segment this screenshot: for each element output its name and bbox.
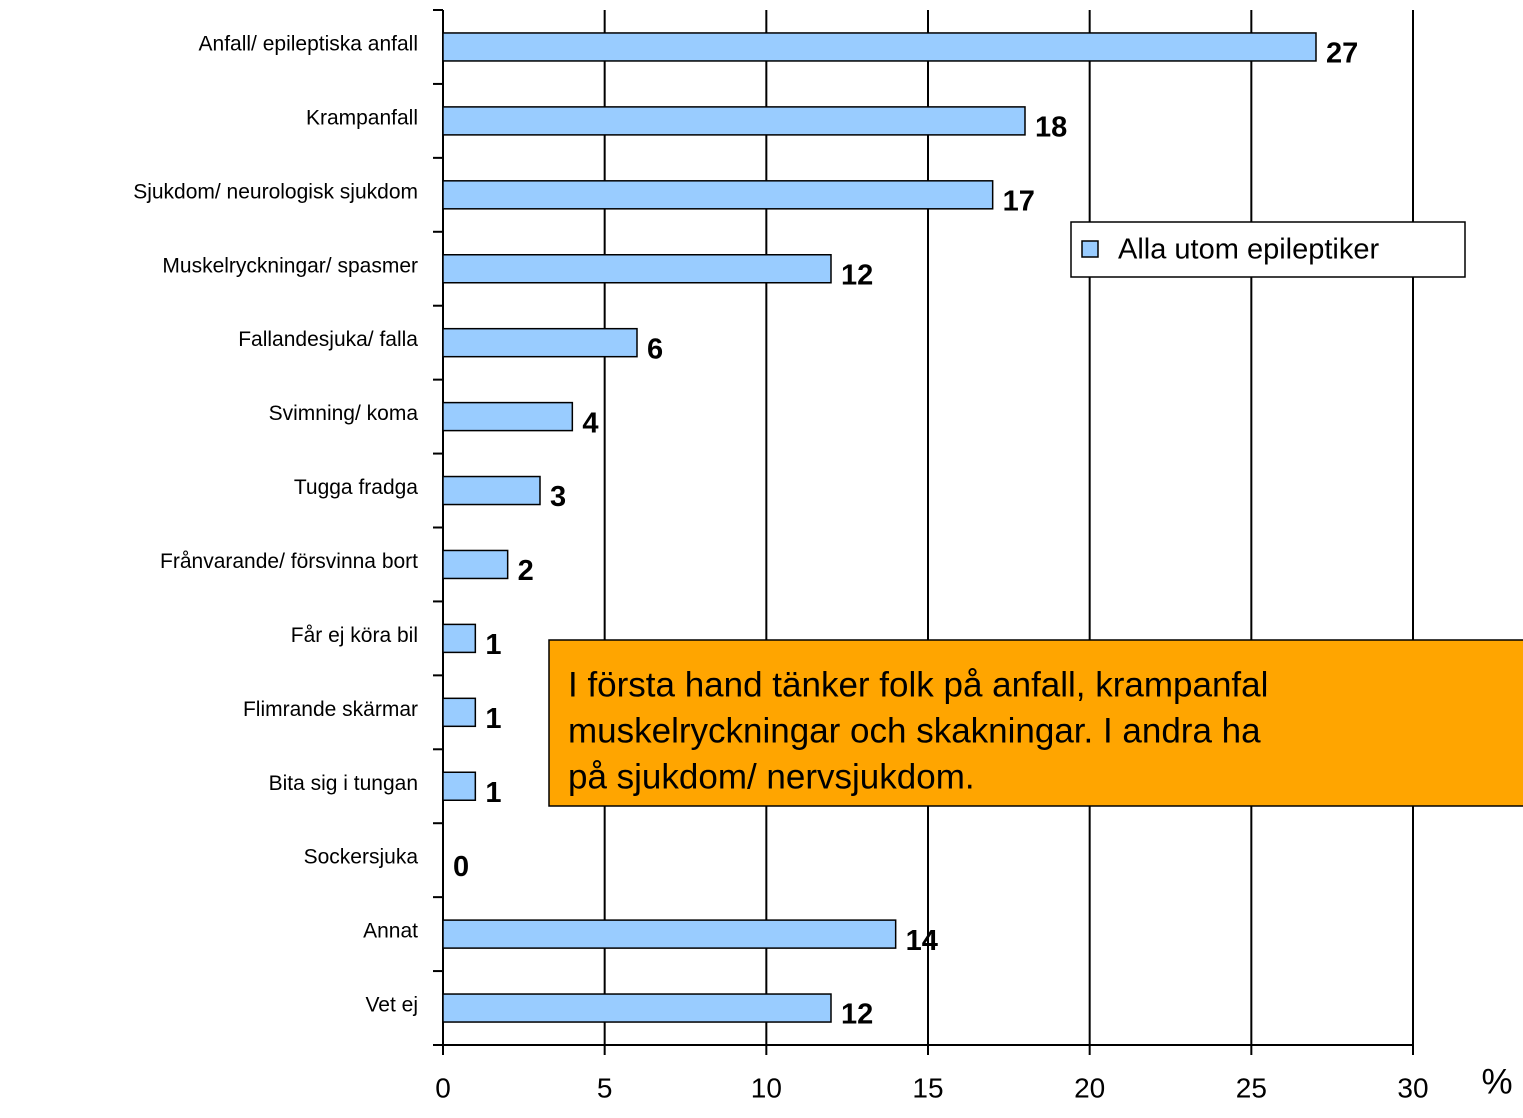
y-tick-label: Får ej köra bil	[291, 624, 418, 647]
x-tick-label: 0	[435, 1072, 451, 1103]
value-label: 1	[485, 703, 501, 735]
y-tick-label: Tugga fradga	[294, 476, 418, 499]
y-tick-label: Krampanfall	[306, 106, 418, 129]
y-tick-label: Muskelryckningar/ spasmer	[162, 254, 418, 277]
y-tick-label: Frånvarande/ försvinna bort	[160, 550, 418, 573]
x-tick-label: 25	[1236, 1072, 1267, 1103]
value-label: 2	[518, 555, 534, 587]
y-tick-label: Sjukdom/ neurologisk sjukdom	[133, 180, 418, 203]
bar	[442, 106, 1026, 136]
annotation-box	[548, 639, 1523, 807]
bar	[442, 180, 994, 210]
value-label: 14	[906, 925, 938, 957]
annotation-text: på sjukdom/ nervsjukdom.	[568, 757, 975, 796]
value-label: 1	[485, 629, 501, 661]
legend-label: Alla utom epileptiker	[1118, 234, 1379, 266]
y-tick-label: Bita sig i tungan	[269, 772, 418, 795]
bar	[442, 771, 477, 801]
x-tick-label: 5	[597, 1072, 613, 1103]
bar	[442, 32, 1317, 62]
y-tick-label: Anfall/ epileptiska anfall	[199, 33, 418, 56]
bar	[442, 254, 832, 284]
value-label: 17	[1003, 185, 1035, 217]
value-label: 12	[841, 259, 873, 291]
x-tick-label: 10	[751, 1072, 782, 1103]
bar	[442, 549, 509, 580]
value-label: 4	[582, 407, 598, 439]
bar	[442, 919, 897, 949]
bar	[442, 401, 574, 432]
value-label: 3	[550, 481, 566, 513]
value-label: 18	[1035, 112, 1067, 144]
value-label: 0	[453, 851, 469, 883]
annotation-text: I första hand tänker folk på anfall, kra…	[568, 665, 1268, 704]
value-label: 1	[485, 777, 501, 809]
y-tick-label: Vet ej	[365, 994, 418, 1017]
x-tick-label: 15	[912, 1072, 943, 1103]
y-tick-label: Flimrande skärmar	[243, 698, 418, 721]
bar	[442, 327, 638, 358]
x-axis-label: %	[1481, 1062, 1512, 1101]
bar	[442, 697, 477, 728]
legend-marker	[1081, 240, 1099, 258]
y-tick-label: Svimning/ koma	[269, 402, 419, 425]
x-tick-label: 20	[1074, 1072, 1105, 1103]
y-tick-label: Fallandesjuka/ falla	[238, 328, 418, 351]
x-tick-label: 30	[1397, 1072, 1428, 1103]
value-label: 6	[647, 333, 663, 365]
bar	[442, 475, 541, 506]
bar	[442, 993, 832, 1023]
y-tick-label: Annat	[363, 920, 418, 943]
legend-box	[1070, 221, 1466, 278]
value-label: 12	[841, 999, 873, 1031]
y-tick-label: Sockersjuka	[304, 846, 419, 869]
annotation-text: muskelryckningar och skakningar. I andra…	[568, 711, 1261, 750]
value-label: 27	[1326, 38, 1358, 70]
bar	[442, 623, 477, 654]
